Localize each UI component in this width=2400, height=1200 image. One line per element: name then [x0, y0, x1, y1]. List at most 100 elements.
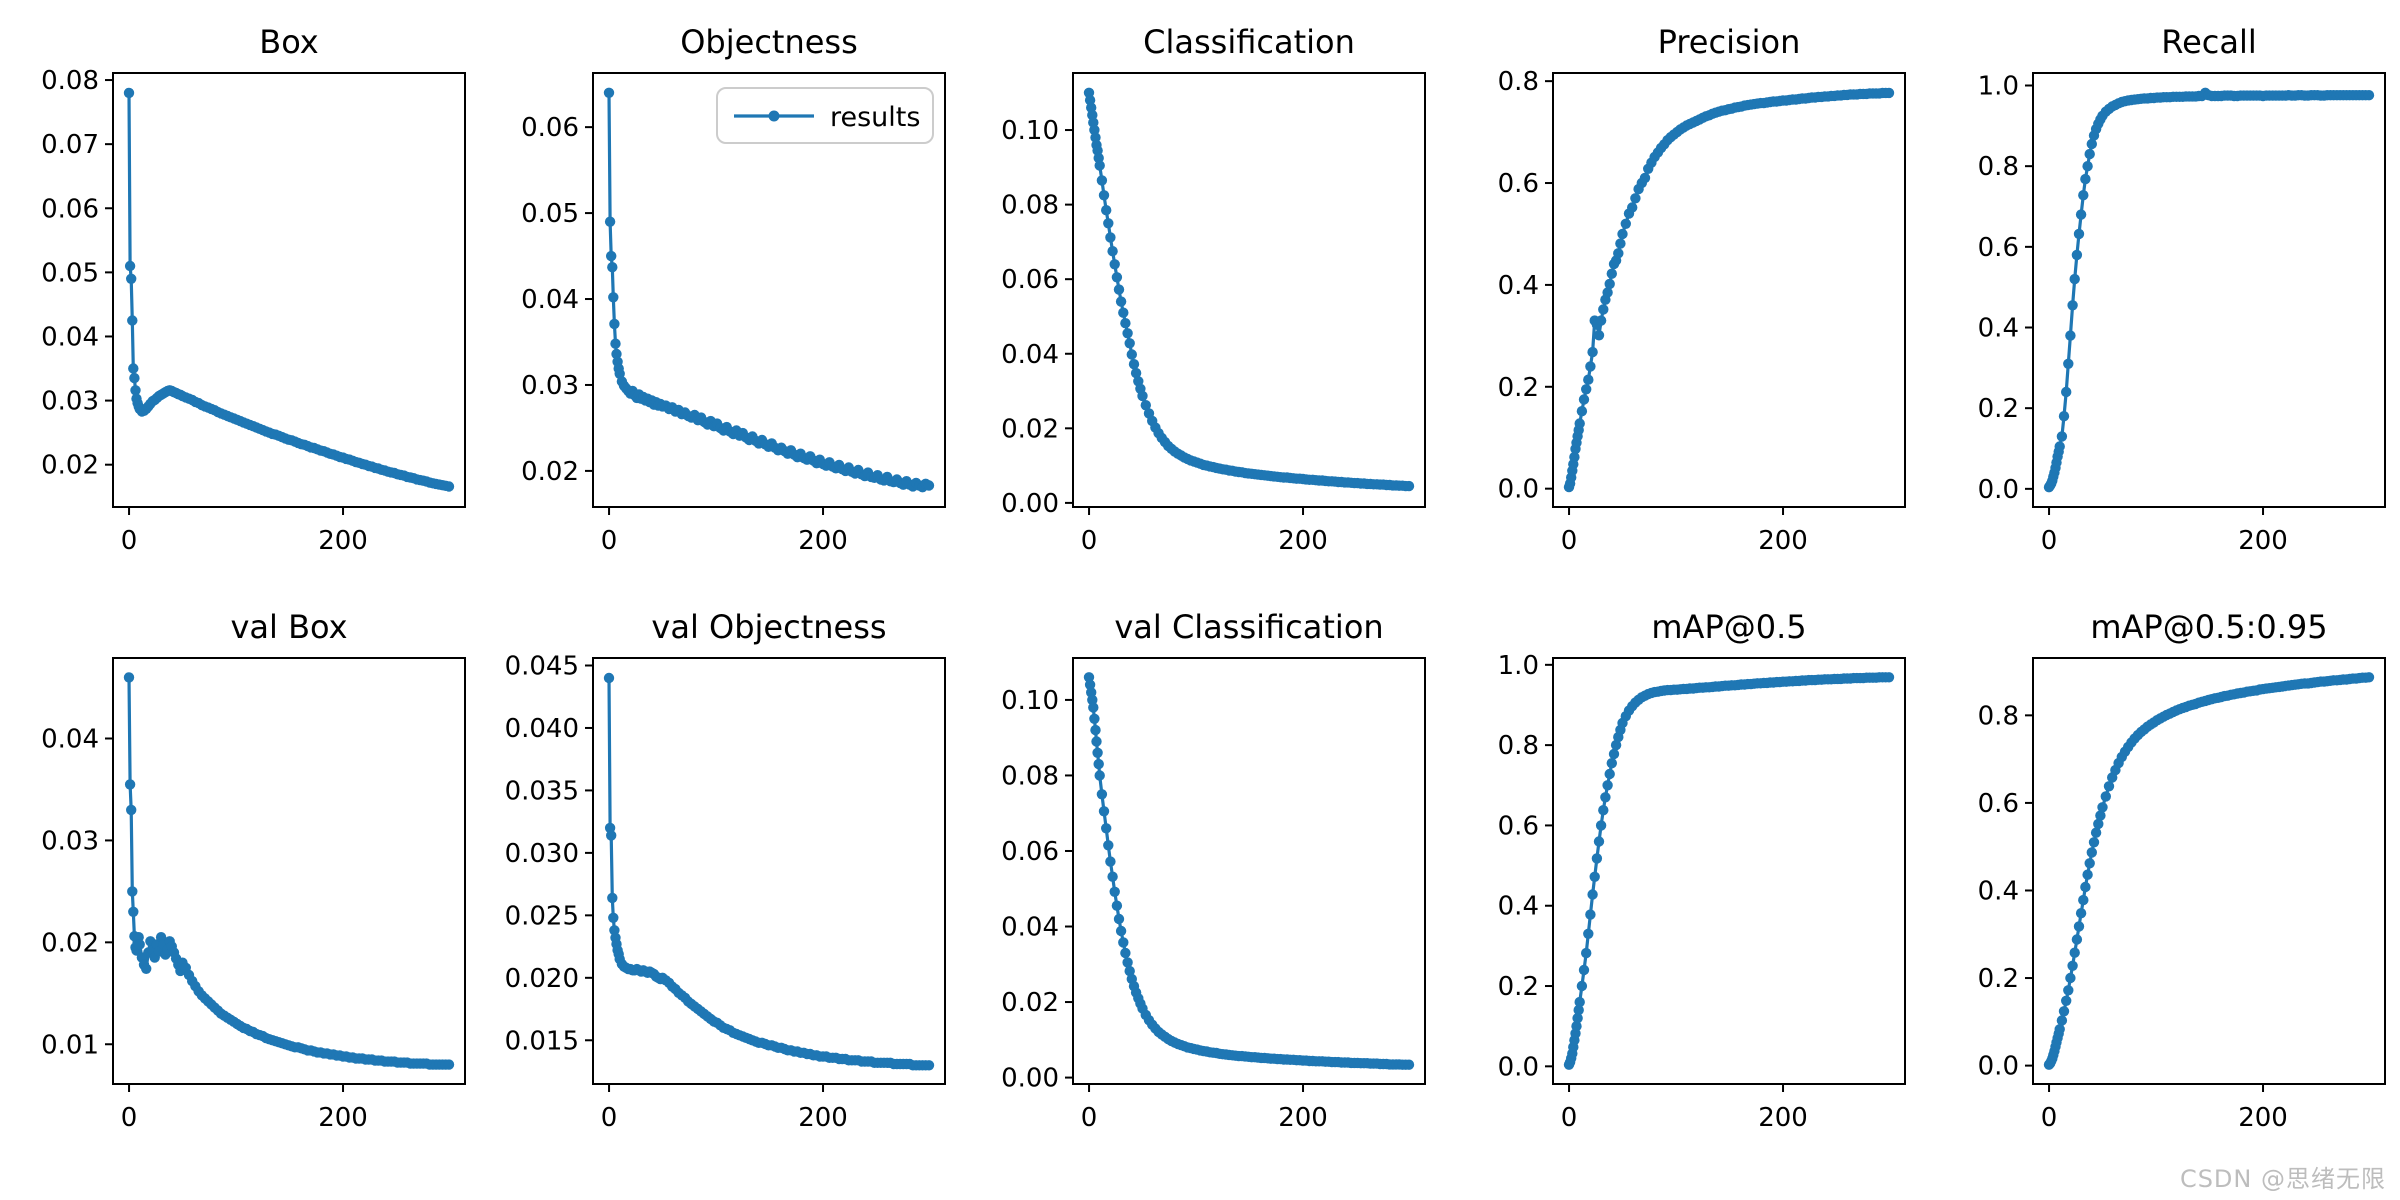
- series-marker: [1115, 925, 1127, 937]
- y-tick-label: 0.0: [1978, 475, 2019, 505]
- series-marker: [1091, 736, 1102, 747]
- y-tick-label: 0.02: [1001, 414, 1059, 444]
- series-marker: [2078, 190, 2089, 201]
- series-marker: [1606, 758, 1617, 769]
- series-marker: [1120, 947, 1131, 959]
- chart-title: Box: [259, 23, 318, 61]
- plot-spines: [1552, 72, 1906, 508]
- series-marker: [923, 1060, 935, 1071]
- series-marker: [1093, 758, 1104, 770]
- y-tick-label: 0.01: [41, 1030, 99, 1060]
- plot-spines: [592, 72, 946, 508]
- x-tick-label: 0: [1081, 526, 1098, 556]
- series-marker: [610, 338, 621, 349]
- series-marker: [1595, 315, 1607, 326]
- x-tick-label: 200: [1278, 1103, 1328, 1133]
- series-marker: [1092, 747, 1103, 758]
- series-marker: [611, 348, 622, 360]
- series-marker: [1124, 965, 1135, 977]
- y-tick-label: 0.6: [1978, 789, 2019, 819]
- y-tick-label: 0.0: [1978, 1052, 2019, 1082]
- series-marker: [443, 481, 455, 492]
- series-marker: [2071, 934, 2083, 945]
- series-marker: [2063, 985, 2074, 996]
- y-tick-label: 0.02: [41, 928, 99, 958]
- x-tick-label: 0: [1561, 526, 1578, 556]
- series-marker: [2103, 781, 2115, 792]
- series-marker: [1604, 768, 1615, 780]
- series-marker: [1602, 287, 1613, 298]
- series-marker: [2075, 209, 2087, 220]
- chart-title: Recall: [2161, 23, 2256, 61]
- series-marker: [2084, 858, 2095, 869]
- series-marker: [1583, 928, 1594, 939]
- plot-spines: [1072, 72, 1426, 508]
- series-marker: [1098, 806, 1110, 817]
- series-marker: [1583, 374, 1594, 385]
- series-marker: [2073, 921, 2085, 932]
- series-marker: [923, 480, 935, 491]
- series-marker: [607, 262, 618, 273]
- chart-box: Box 0.02 0.03 0.04 0.05 0.06 0.07 0.08 0 200: [41, 23, 466, 556]
- series-marker: [603, 672, 615, 684]
- series-marker: [2093, 818, 2104, 830]
- series-marker: [1094, 160, 1105, 171]
- chart-map-05-095: mAP@0.5:0.95 0.0 0.2 0.4 0.6 0.8 0 200: [1978, 608, 2386, 1133]
- y-tick-label: 0.00: [1001, 489, 1059, 519]
- series-marker: [1105, 856, 1116, 867]
- series-marker: [1122, 957, 1133, 968]
- series-marker: [2086, 138, 2097, 150]
- plot-spines: [2032, 72, 2386, 508]
- chart-title: mAP@0.5:0.95: [2090, 608, 2327, 646]
- chart-title: Objectness: [680, 23, 858, 61]
- series-marker: [607, 892, 618, 904]
- x-tick-label: 200: [1278, 526, 1328, 556]
- series-line: [607, 92, 930, 489]
- y-tick-label: 0.8: [1978, 152, 2019, 182]
- y-tick-label: 0.4: [1498, 271, 1539, 301]
- series-marker: [1581, 384, 1592, 395]
- series-marker: [2067, 300, 2078, 311]
- series-marker: [1613, 248, 1624, 259]
- series-marker: [134, 939, 145, 950]
- y-tick-label: 0.0: [1498, 1052, 1539, 1082]
- series-marker: [2090, 827, 2102, 838]
- series-marker: [1120, 318, 1131, 329]
- series-marker: [1126, 349, 1137, 360]
- series-marker: [2363, 672, 2375, 683]
- series-marker: [606, 830, 617, 841]
- series-marker: [2082, 161, 2093, 172]
- legend-label: results: [830, 102, 920, 133]
- series-marker: [1608, 748, 1620, 760]
- series-marker: [2056, 1015, 2068, 1026]
- series-marker: [1587, 346, 1598, 358]
- series-marker: [1576, 980, 1588, 992]
- series-marker: [1576, 406, 1588, 417]
- x-tick-label: 0: [121, 526, 138, 556]
- series-marker: [1593, 836, 1605, 847]
- plot-spines: [112, 72, 466, 508]
- series-marker: [1113, 284, 1125, 295]
- y-tick-label: 0.035: [505, 776, 579, 806]
- y-tick-label: 0.07: [41, 130, 99, 160]
- y-tick-label: 0.04: [41, 322, 99, 352]
- y-tick-label: 0.02: [41, 451, 99, 481]
- series-marker: [1137, 390, 1148, 402]
- series-line: [1567, 91, 1889, 488]
- series-marker: [1105, 232, 1116, 243]
- series-marker: [1094, 770, 1105, 781]
- series-line: [2047, 91, 2369, 489]
- x-tick-label: 0: [1561, 1103, 1578, 1133]
- series-marker: [1883, 672, 1895, 683]
- series-marker: [1089, 713, 1100, 724]
- series-marker: [1103, 218, 1114, 229]
- series-marker: [1600, 792, 1611, 803]
- series-marker: [1606, 268, 1617, 279]
- y-tick-label: 0.04: [1001, 913, 1059, 943]
- series-marker: [1581, 947, 1592, 959]
- series-marker: [1602, 780, 1613, 791]
- series-marker: [1111, 900, 1123, 911]
- series-marker: [130, 385, 141, 396]
- y-tick-label: 0.06: [41, 194, 99, 224]
